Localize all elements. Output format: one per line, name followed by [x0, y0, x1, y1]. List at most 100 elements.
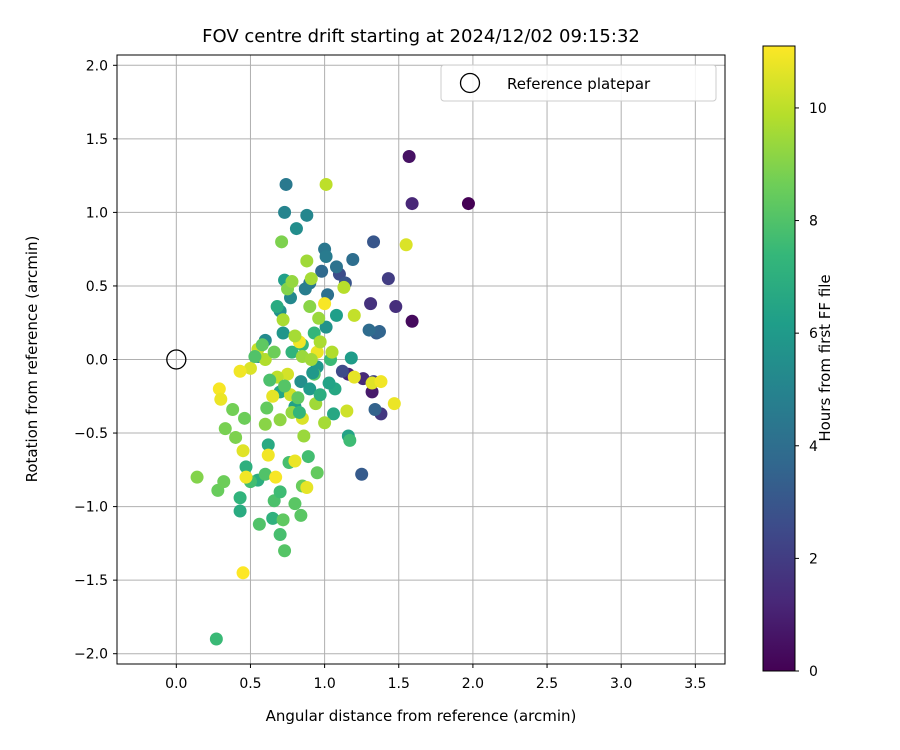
data-point	[288, 497, 302, 511]
data-point	[214, 392, 228, 406]
data-point	[405, 197, 419, 211]
data-point	[318, 297, 332, 311]
data-point	[405, 314, 419, 328]
data-point	[461, 197, 475, 211]
chart-title: FOV centre drift starting at 2024/12/02 …	[202, 26, 640, 47]
data-point	[261, 438, 275, 452]
data-point	[239, 470, 253, 484]
colorbar-tick-label: 8	[809, 214, 818, 230]
data-point	[294, 375, 308, 389]
data-point	[258, 353, 272, 366]
data-point	[270, 300, 284, 314]
y-tick-label: −1.5	[74, 573, 108, 589]
data-point	[300, 254, 314, 268]
data-point	[343, 433, 357, 447]
x-axis-label: Angular distance from reference (arcmin)	[266, 707, 577, 725]
data-point	[364, 297, 378, 311]
data-point	[367, 235, 381, 249]
data-point	[267, 345, 281, 359]
data-point	[312, 311, 326, 325]
data-point	[303, 382, 317, 396]
data-point	[298, 282, 312, 296]
data-point	[279, 177, 293, 191]
data-point	[276, 513, 290, 527]
data-point	[301, 450, 315, 464]
data-point	[281, 367, 295, 381]
data-point	[233, 504, 247, 518]
data-point	[368, 403, 382, 417]
data-point	[304, 353, 318, 366]
x-tick-label: 3.5	[684, 676, 706, 692]
colorbar-frame	[762, 45, 796, 672]
data-point	[266, 389, 280, 403]
data-point	[233, 364, 247, 378]
data-point	[278, 379, 292, 393]
data-point	[313, 388, 327, 402]
data-point	[344, 351, 358, 365]
data-point	[218, 422, 232, 436]
data-point	[263, 373, 277, 387]
data-point	[278, 205, 292, 219]
data-point	[266, 511, 280, 525]
data-point	[325, 345, 339, 359]
colorbar-label: Hours from first FF file	[816, 274, 834, 441]
y-tick-label: 1.0	[86, 205, 108, 221]
data-point	[236, 444, 250, 458]
legend-marker	[459, 72, 481, 94]
data-point	[306, 366, 320, 380]
data-point	[248, 350, 262, 364]
x-tick-label: 3.0	[610, 676, 632, 692]
data-point	[319, 250, 333, 264]
data-point	[327, 407, 341, 421]
data-point	[243, 361, 257, 375]
data-point	[300, 480, 314, 494]
data-point	[346, 252, 360, 266]
data-point	[329, 308, 343, 322]
data-point	[276, 313, 290, 327]
colorbar-tick-label: 0	[809, 664, 818, 680]
data-point	[273, 528, 287, 542]
data-point	[261, 448, 275, 462]
data-point	[355, 467, 369, 481]
colorbar-tick-label: 10	[809, 101, 827, 117]
data-point	[278, 544, 292, 558]
y-tick-label: 0.5	[86, 279, 108, 295]
y-tick-label: −0.5	[74, 426, 108, 442]
data-point	[239, 460, 253, 474]
plot-area: 0.0 0.5 1.0 1.5 2.0 2.5 3.0 3.5 −2.0 −1.5 −1.0 −0.5…	[74, 54, 726, 692]
data-point	[340, 404, 354, 418]
data-point	[329, 260, 343, 274]
data-point	[389, 300, 403, 314]
data-point	[229, 430, 243, 444]
data-point	[402, 150, 416, 163]
y-tick-label: −2.0	[74, 647, 108, 663]
data-point	[190, 470, 204, 484]
y-axis-label: Rotation from reference (arcmin)	[23, 236, 41, 483]
data-point	[285, 345, 299, 359]
data-point	[315, 264, 329, 278]
reference-marker	[166, 349, 187, 370]
data-point	[273, 413, 287, 427]
colorbar-tick-label: 4	[809, 439, 818, 455]
colorbar: 0 2 4 6 8 10	[762, 45, 827, 680]
data-point	[335, 364, 349, 378]
data-point	[217, 475, 231, 489]
x-tick-label: 1.5	[388, 676, 410, 692]
data-point	[288, 454, 302, 468]
data-point	[300, 208, 314, 222]
data-point	[252, 517, 266, 531]
data-point	[319, 320, 333, 334]
data-point	[347, 308, 361, 322]
data-point	[260, 401, 274, 415]
y-tick-label: 0.0	[86, 353, 108, 369]
legend: Reference platepar	[440, 64, 717, 102]
x-tick-label: 0.0	[165, 676, 187, 692]
data-point	[387, 397, 401, 411]
data-point	[226, 403, 240, 417]
data-point	[313, 335, 327, 349]
data-point	[319, 177, 333, 191]
data-point	[291, 391, 305, 405]
data-point	[297, 429, 311, 443]
legend-box	[440, 64, 717, 102]
data-point	[303, 300, 317, 314]
